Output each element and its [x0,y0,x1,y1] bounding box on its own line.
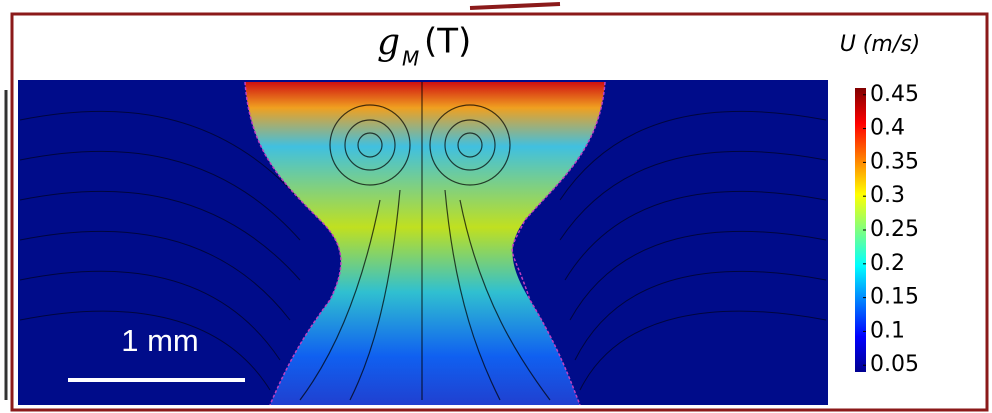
title-symbol: g [377,22,400,63]
colorbar-tick-label: 0.45 [870,82,919,107]
figure: g M (T) 1 mm U (m/s) 0.45 0.4 0.35 0.3 0.25 0… [0,0,992,413]
colorbar-tick-label: 0.2 [870,251,905,276]
colorbar-tick-label: 0.3 [870,183,905,208]
colorbar-tick-label: 0.05 [870,352,919,377]
scale-bar-label: 1 mm [121,323,199,358]
frame-accent [470,4,560,8]
colorbar-tick-label: 0.15 [870,285,919,310]
colorbar-tick-label: 0.4 [870,116,905,141]
colorbar-label: U (m/s) [840,32,921,57]
colorbar-tick-label: 0.25 [870,217,919,242]
colorbar-tick-label: 0.1 [870,318,905,343]
colorbar-tick-label: 0.35 [870,149,919,174]
title-argument: (T) [424,22,471,62]
title-subscript: M [402,47,419,71]
